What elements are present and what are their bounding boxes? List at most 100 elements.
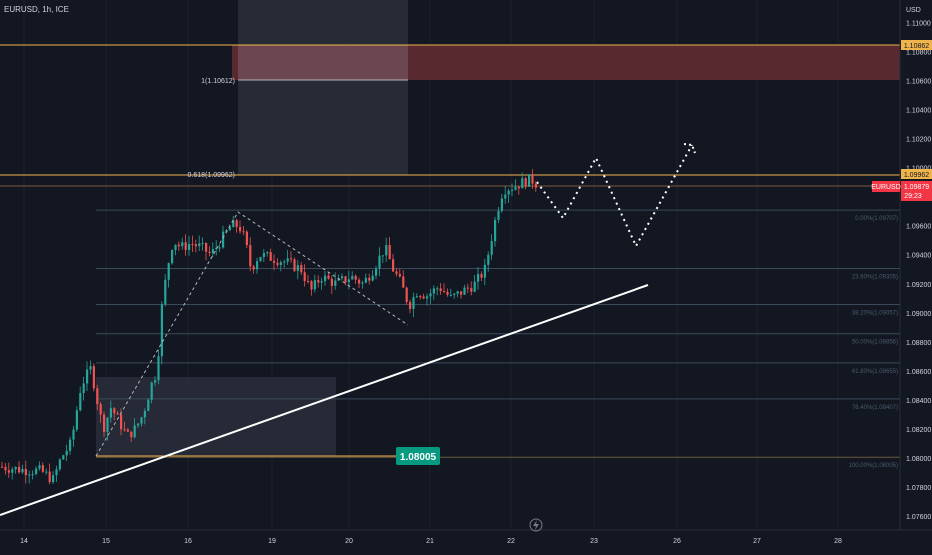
fib-level-tag: 1.09962 [901, 169, 932, 179]
candle-body [11, 469, 14, 473]
candle-body [154, 380, 157, 383]
symbol-title[interactable]: EURUSD, 1h, ICE [4, 5, 69, 14]
candle-body [208, 251, 211, 253]
price-tick-label: 1.09600 [906, 224, 931, 231]
candle-body [147, 399, 150, 412]
time-grid [23, 0, 839, 530]
candle-body [324, 275, 327, 282]
candle-body [354, 275, 357, 280]
time-tick-label: 20 [345, 538, 353, 545]
candle-body [296, 265, 299, 271]
candle-body [113, 408, 116, 414]
candle-body [1, 466, 4, 468]
candle-body [143, 411, 146, 418]
candle-body [422, 296, 425, 299]
fib-level-label: 23.60%(1.09305) [852, 275, 898, 281]
price-tick-label: 1.07800 [906, 485, 931, 492]
time-tick-label: 16 [184, 538, 192, 545]
last-price-tag[interactable]: EURUSD 1.09879 29:23 [871, 181, 932, 201]
candle-body [160, 304, 163, 357]
price-tick-label: 1.08800 [906, 340, 931, 347]
candle-body [82, 383, 85, 394]
candle-body [167, 263, 170, 280]
candle-body [514, 186, 517, 190]
candle-body [497, 210, 500, 220]
candle-body [252, 266, 255, 270]
candle-body [385, 245, 388, 256]
candle-body [7, 470, 10, 473]
candle-body [528, 174, 531, 187]
candle-body [351, 275, 354, 280]
candle-body [347, 279, 350, 283]
candle-body [215, 247, 218, 250]
candle-body [524, 178, 527, 187]
ascending-trendline[interactable] [0, 284, 649, 516]
candle-body [439, 288, 442, 292]
candle-body [327, 275, 330, 279]
fib-retracement[interactable]: 0.00%(1.09707) 23.60%(1.09305) 38.20%(1.09… [96, 209, 900, 469]
candle-body [89, 366, 92, 370]
candle-body [31, 474, 34, 476]
fib-level-label: 100.00%(1.08005) [849, 463, 898, 469]
candle-body [184, 242, 187, 250]
candle-body [86, 369, 89, 384]
support-price-badge[interactable]: 1.08005 [396, 447, 440, 465]
candle-body [412, 297, 415, 309]
zigzag-pattern[interactable] [95, 211, 409, 457]
candle-body [398, 273, 401, 277]
candle-body [130, 431, 133, 438]
candle-body [188, 244, 191, 250]
candle-body [456, 291, 459, 294]
candle-body [293, 259, 296, 271]
candle-body [69, 439, 72, 451]
time-tick-label: 28 [834, 538, 842, 545]
candle-body [174, 244, 177, 250]
svg-text:1.09962: 1.09962 [904, 172, 929, 179]
candle-body [463, 287, 466, 295]
support-price-text: 1.08005 [400, 452, 437, 463]
candle-body [480, 274, 483, 278]
candle-body [344, 276, 347, 283]
candle-body [96, 388, 99, 405]
candle-body [218, 247, 221, 249]
fib-level-label: 38.20%(1.09057) [852, 311, 898, 317]
candle-body [41, 465, 44, 472]
candle-body [58, 459, 61, 470]
candle-body [283, 261, 286, 263]
candlestick-series [1, 169, 537, 485]
candle-body [259, 257, 262, 262]
candle-body [487, 254, 490, 265]
candle-body [65, 450, 68, 456]
candle-body [453, 293, 456, 295]
candle-body [334, 280, 337, 286]
price-tick-label: 1.09200 [906, 282, 931, 289]
candle-body [290, 258, 293, 260]
candle-body [429, 293, 432, 297]
flash-icon[interactable] [529, 518, 543, 532]
time-tick-label: 19 [268, 538, 276, 545]
candle-body [75, 410, 78, 430]
candle-body [500, 198, 503, 211]
candle-body [126, 429, 129, 432]
candle-body [38, 465, 41, 469]
candle-body [375, 268, 378, 276]
candle-body [273, 260, 276, 263]
candle-body [361, 282, 364, 284]
currency-label: USD [906, 7, 921, 14]
candle-body [269, 252, 272, 261]
candle-body [262, 253, 265, 258]
candle-body [242, 231, 245, 233]
candle-body [45, 471, 48, 473]
candle-body [507, 190, 510, 195]
candle-body [378, 255, 381, 269]
time-range-highlight[interactable] [238, 0, 408, 175]
candle-body [72, 429, 75, 440]
candle-body [368, 277, 371, 281]
candle-body [381, 255, 384, 257]
demand-zone[interactable] [96, 377, 336, 456]
candle-body [55, 469, 58, 476]
time-axis[interactable]: 14 15 16 19 20 21 22 23 26 27 28 [20, 538, 842, 545]
